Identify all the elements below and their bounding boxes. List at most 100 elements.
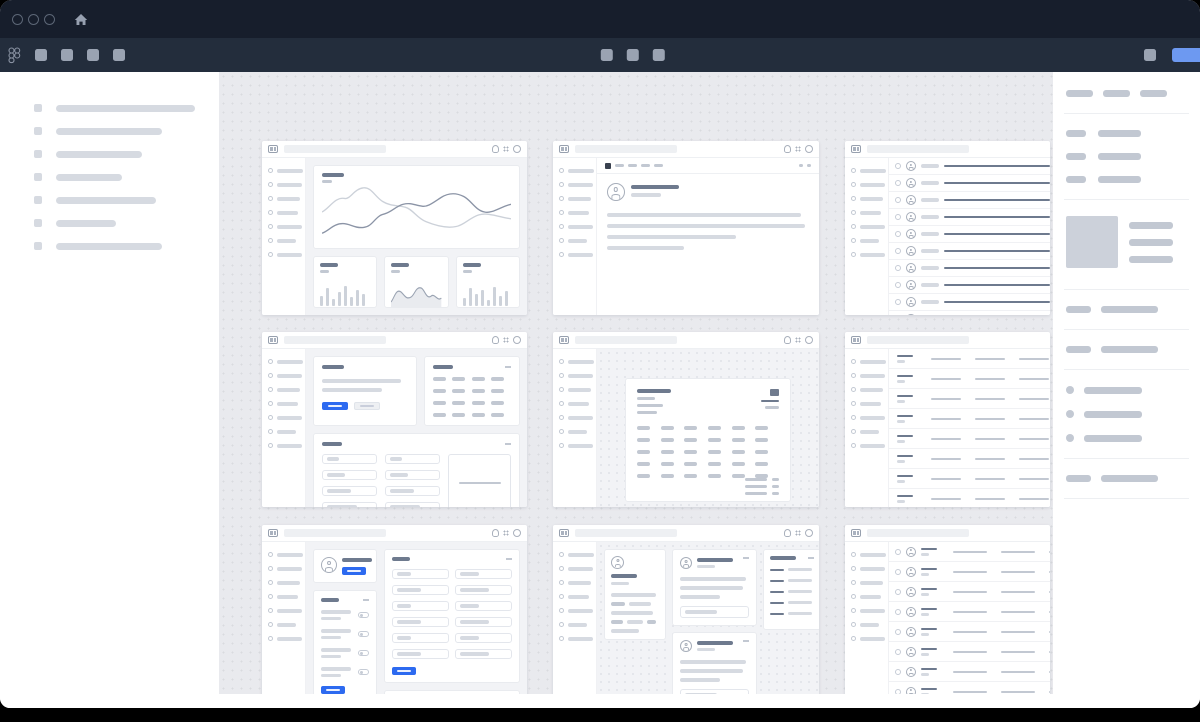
wireframe-frame-account-settings[interactable] <box>262 525 527 694</box>
checkbox-icon <box>895 197 901 203</box>
center-tool-icon[interactable] <box>652 49 665 61</box>
wireframe-frame-settings-forms[interactable] <box>262 332 527 507</box>
post-line-bar <box>680 660 747 664</box>
stat-card <box>313 256 378 308</box>
user-row <box>889 662 1050 682</box>
cell-bar <box>684 450 698 454</box>
apps-icon <box>503 337 509 343</box>
layer-row[interactable] <box>34 173 219 181</box>
nav-label-bar <box>277 196 300 201</box>
canvas-column <box>219 72 1053 708</box>
view-settings-icon[interactable] <box>1144 49 1156 61</box>
toggle-icon <box>358 612 369 618</box>
mini-nav-item <box>559 566 596 571</box>
more-icon <box>743 557 749 559</box>
nav-label-bar <box>568 580 591 585</box>
post-card <box>672 632 757 694</box>
window-control-icon[interactable] <box>12 13 23 25</box>
home-icon[interactable] <box>74 13 88 26</box>
mini-app-body <box>262 541 527 694</box>
mini-app-header <box>845 332 1050 348</box>
window-control-icon[interactable] <box>28 13 39 25</box>
cell-bar <box>755 426 769 430</box>
wireframe-frame-data-table[interactable] <box>845 332 1050 507</box>
center-tool-icon[interactable] <box>626 49 639 61</box>
mini-main <box>306 542 527 694</box>
properties-tab-bar[interactable] <box>1103 90 1130 97</box>
primary-button-placeholder <box>322 402 348 410</box>
mini-search-bar <box>575 529 677 537</box>
text-tool-icon[interactable] <box>113 49 125 61</box>
text-line-bar <box>322 379 402 383</box>
nav-label-bar <box>860 594 881 599</box>
layer-row[interactable] <box>34 127 219 135</box>
nav-dot-icon <box>851 415 856 420</box>
mini-header-icons <box>784 145 813 153</box>
post-time-bar <box>697 565 715 568</box>
nav-label-bar <box>277 594 298 599</box>
placeholder-bar <box>611 620 623 624</box>
layer-row[interactable] <box>34 242 219 250</box>
user-row <box>889 582 1050 602</box>
bullet-bar <box>1084 434 1142 442</box>
layer-icon <box>34 242 42 250</box>
wireframe-frame-message-detail[interactable] <box>553 141 819 315</box>
preference-row <box>321 648 369 658</box>
bar-chart-bar <box>320 296 323 306</box>
layer-row[interactable] <box>34 150 219 158</box>
nav-label-bar <box>277 608 302 613</box>
image-swatch[interactable] <box>1066 216 1118 268</box>
layer-row[interactable] <box>34 219 219 227</box>
nav-label-bar <box>860 182 885 187</box>
nav-label-bar <box>568 252 593 257</box>
mini-nav-item <box>559 387 596 392</box>
sidebar-toggle-icon <box>851 145 861 153</box>
input-placeholder <box>322 454 378 464</box>
mail-meta-bar <box>921 181 939 185</box>
nav-dot-icon <box>559 622 564 627</box>
shape-tool-icon[interactable] <box>87 49 99 61</box>
layer-row[interactable] <box>34 196 219 204</box>
mini-nav-item <box>559 401 596 406</box>
more-icon <box>505 366 511 368</box>
nav-dot-icon <box>268 210 273 215</box>
frame-tool-icon[interactable] <box>61 49 73 61</box>
layer-row[interactable] <box>34 104 219 112</box>
placeholder <box>897 394 917 403</box>
input-placeholder <box>680 689 749 694</box>
center-tool-icon[interactable] <box>600 49 613 61</box>
wireframe-frame-user-list[interactable] <box>845 525 1050 694</box>
message-line-bar <box>607 213 801 217</box>
area-chart <box>390 278 443 308</box>
mini-app-body <box>262 157 527 315</box>
mini-sidebar <box>262 542 306 694</box>
cell-bar <box>1001 570 1035 573</box>
cell-bar <box>931 457 961 460</box>
wireframe-frame-social-feed[interactable] <box>553 525 819 694</box>
card-title-bar <box>432 365 453 369</box>
cell-bar <box>1049 570 1050 573</box>
toolbar-bar <box>615 164 624 167</box>
figma-logo-icon[interactable] <box>8 46 21 64</box>
move-tool-icon[interactable] <box>35 49 47 61</box>
wireframe-frame-analytics-dashboard[interactable] <box>262 141 527 315</box>
design-canvas[interactable] <box>219 72 1053 694</box>
share-button[interactable] <box>1172 48 1200 62</box>
nav-dot-icon <box>559 580 564 585</box>
wireframe-frame-inbox-list[interactable] <box>845 141 1050 315</box>
placeholder <box>897 434 917 443</box>
apps-icon <box>503 146 509 152</box>
properties-tab-bar[interactable] <box>1140 90 1167 97</box>
properties-tab-bar[interactable] <box>1066 90 1093 97</box>
mini-nav-item <box>851 580 888 585</box>
mini-main <box>889 158 1050 315</box>
cell-bar <box>731 438 745 442</box>
nav-label-bar <box>277 252 302 257</box>
row-title-bar <box>897 434 913 437</box>
stat-bar <box>452 389 466 393</box>
window-control-icon[interactable] <box>44 13 55 25</box>
mini-sidebar <box>553 158 597 315</box>
wireframe-frame-invoice-document[interactable] <box>553 332 819 507</box>
nav-label-bar <box>277 580 300 585</box>
message-line-bar <box>607 224 805 228</box>
